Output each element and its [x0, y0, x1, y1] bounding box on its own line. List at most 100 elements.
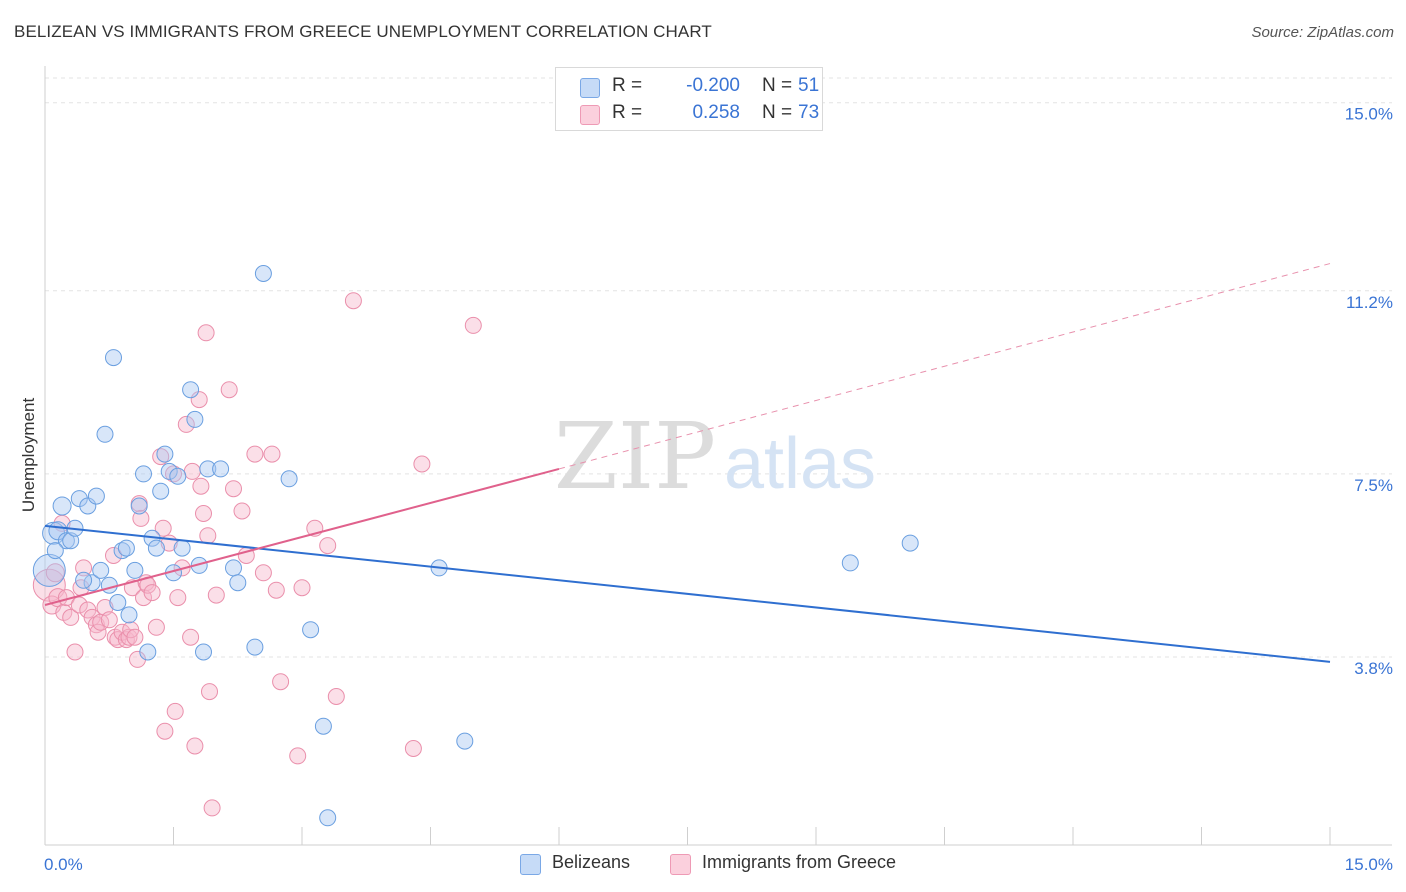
y-axis-label: Unemployment [19, 398, 38, 513]
greece-point-46 [183, 462, 201, 480]
greece-point-61 [254, 564, 272, 582]
greece-point-47 [186, 737, 204, 755]
belizean-point-10 [87, 487, 105, 505]
greece-point-69 [327, 688, 345, 705]
greece-point-55 [207, 586, 225, 604]
legend-r-label: R = [612, 102, 643, 123]
belizean-point-32 [186, 410, 204, 428]
belizean-point-31 [182, 381, 200, 399]
belizean-point-21 [135, 465, 152, 483]
source-label: Source: ZipAtlas.com [1251, 24, 1394, 41]
greece-point-2 [45, 563, 65, 583]
greece-point-60 [246, 445, 264, 463]
belizean-point-50 [75, 571, 93, 589]
greece-point-62 [263, 445, 281, 463]
greece-point-48 [190, 391, 208, 409]
belizean-point-27 [160, 462, 178, 480]
series-belizeans [32, 265, 919, 827]
belizean-point-12 [96, 425, 114, 443]
belizean-point-18 [120, 606, 138, 624]
greece-point-64 [272, 673, 290, 691]
belizean-point-49 [46, 542, 64, 560]
greece-point-56 [220, 381, 238, 399]
belizean-point-20 [130, 497, 148, 515]
belizean-point-42 [302, 621, 320, 639]
greece-trend-extension [558, 263, 1331, 470]
legend-r-value: 0.258 [692, 102, 740, 123]
legend-swatch-belizeans [580, 78, 600, 98]
belizean-point-7 [70, 490, 88, 508]
y-tick-label-3: 15.0% [1345, 105, 1393, 124]
greece-point-44 [177, 415, 195, 433]
belizean-point-3 [52, 496, 72, 516]
greece-point-52 [199, 527, 217, 545]
y-tick-label-1: 7.5% [1354, 476, 1393, 495]
belizean-trend-line [44, 524, 1331, 663]
greece-point-37 [154, 519, 172, 537]
legend-r-label: R = [612, 75, 643, 96]
belizean-point-41 [280, 470, 298, 488]
greece-point-53 [201, 683, 218, 701]
greece-point-58 [233, 502, 251, 520]
belizean-point-39 [246, 638, 264, 656]
belizean-point-19 [126, 561, 144, 579]
belizean-point-4 [57, 532, 75, 550]
belizean-point-48 [901, 534, 919, 552]
greece-point-38 [156, 722, 174, 740]
greece-point-66 [293, 579, 311, 597]
legend-swatch-greece [580, 105, 600, 125]
greece-point-72 [413, 455, 431, 473]
belizean-point-36 [212, 460, 230, 478]
stats-legend: R = -0.200 N = 51 R = 0.258 N = 73 [555, 67, 823, 131]
belizean-point-14 [105, 349, 122, 367]
greece-point-73 [464, 316, 482, 334]
belizean-point-44 [319, 809, 337, 827]
greece-point-27 [126, 628, 144, 646]
greece-point-15 [89, 623, 107, 641]
belizean-point-40 [254, 265, 272, 282]
belizean-point-24 [147, 539, 165, 557]
belizean-point-15 [109, 594, 127, 611]
bottom-legend-label-belizeans: Belizeans [552, 852, 631, 872]
y-tick-label-0: 3.8% [1354, 659, 1393, 678]
gridlines [45, 77, 1392, 658]
belizean-point-37 [225, 559, 242, 577]
watermark: ZIP atlas [554, 403, 876, 510]
greece-point-65 [289, 747, 307, 765]
belizean-point-26 [156, 445, 174, 463]
legend-n-value: 51 [798, 75, 820, 96]
belizean-point-43 [314, 717, 332, 735]
y-tick-label-2: 11.2% [1346, 293, 1393, 312]
greece-point-63 [267, 581, 285, 599]
greece-point-41 [166, 702, 184, 720]
belizean-point-25 [152, 482, 170, 500]
belizean-point-22 [139, 643, 157, 661]
greece-point-70 [344, 292, 362, 310]
belizean-point-46 [456, 732, 474, 750]
belizean-point-11 [92, 561, 110, 579]
trend-lines [44, 263, 1331, 663]
legend-n-label: N = [762, 102, 793, 123]
axes [44, 66, 1392, 846]
belizean-point-30 [173, 539, 191, 557]
belizean-point-47 [841, 554, 859, 572]
legend-n-label: N = [762, 75, 793, 96]
greece-point-35 [147, 618, 165, 636]
belizean-point-38 [229, 574, 247, 592]
greece-point-19 [105, 547, 122, 564]
greece-point-8 [66, 643, 84, 661]
greece-point-11 [75, 559, 93, 577]
belizean-point-35 [199, 460, 217, 478]
greece-point-30 [132, 509, 150, 527]
chart-title: BELIZEAN VS IMMIGRANTS FROM GREECE UNEMP… [14, 22, 712, 41]
greece-point-50 [195, 505, 212, 522]
greece-point-54 [203, 799, 221, 817]
greece-point-9 [70, 596, 88, 614]
belizean-point-17 [117, 539, 135, 557]
greece-trend-line [44, 467, 560, 606]
bottom-legend-swatch-greece [670, 854, 691, 875]
greece-point-45 [182, 628, 200, 646]
belizean-point-0 [32, 553, 66, 587]
tick-labels: 3.8% 7.5% 11.2% 15.0% 0.0% 15.0% [44, 105, 1393, 874]
